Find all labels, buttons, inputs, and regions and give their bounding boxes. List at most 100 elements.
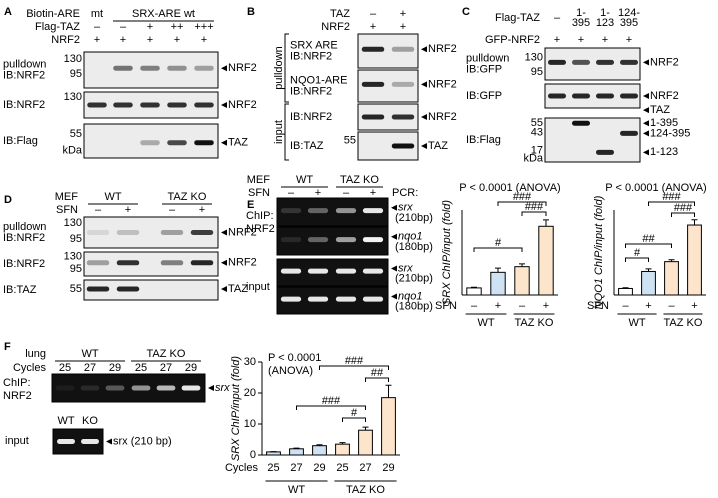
- band-label: (180bp): [395, 241, 433, 253]
- band: [280, 296, 302, 302]
- band: [620, 130, 638, 136]
- band: [335, 237, 357, 243]
- mw-label: 95: [70, 263, 82, 275]
- error-bar: [543, 219, 549, 227]
- y-tick-label: 30: [244, 356, 256, 368]
- error-bar: [316, 444, 323, 446]
- bar: [490, 271, 506, 296]
- error-bar: [668, 259, 675, 262]
- x-axis-label: SFN: [435, 300, 457, 312]
- row-name: Flag-TAZ: [495, 12, 540, 24]
- side-label: input: [5, 435, 29, 447]
- mw-label: 130: [525, 52, 543, 64]
- band: [194, 65, 214, 71]
- band: [140, 102, 160, 108]
- band-label: srx: [398, 202, 413, 214]
- band: [160, 230, 184, 235]
- lane-label: +: [400, 21, 406, 33]
- band: [194, 102, 214, 108]
- bar: [664, 261, 679, 296]
- group-label: TAZ KO: [168, 191, 207, 203]
- group-bracket: [284, 103, 289, 161]
- x-tick-label: 25: [336, 462, 348, 474]
- significance-label: #: [495, 237, 502, 249]
- band-label: srx: [398, 262, 413, 274]
- blot-label: IB:NRF2: [3, 258, 45, 270]
- band-label: NRF2: [428, 78, 457, 90]
- significance-label: ###: [513, 191, 532, 203]
- lane-label: KO: [82, 415, 98, 427]
- band: [167, 102, 187, 108]
- lane-label: 27: [160, 362, 172, 374]
- band: [55, 385, 75, 391]
- error-bar: [495, 267, 501, 273]
- bar: [381, 397, 396, 456]
- band-arrow: [643, 120, 649, 127]
- significance-bracket: [625, 257, 649, 262]
- mw-label: 55: [344, 134, 356, 146]
- significance-bracket: [319, 365, 389, 370]
- lane-label: ++: [171, 21, 184, 33]
- mw-label: kDa: [523, 152, 543, 164]
- row-name: MEF: [247, 174, 271, 186]
- side-label: input: [246, 281, 270, 293]
- band-label: NRF2: [228, 226, 257, 238]
- x-tick-label: +: [543, 300, 549, 312]
- band: [116, 260, 140, 266]
- row-name: NRF2: [51, 34, 80, 46]
- band-arrow: [106, 438, 112, 445]
- band-arrow: [391, 265, 397, 272]
- lane-label: 395: [620, 17, 638, 29]
- band-label: 1-123: [650, 146, 678, 158]
- band: [361, 81, 385, 87]
- band: [307, 268, 329, 274]
- band-label: 1-395: [650, 117, 678, 129]
- band-arrow: [391, 293, 397, 300]
- significance-label: ###: [674, 202, 693, 214]
- band-label: TAZ: [428, 140, 448, 152]
- band: [280, 237, 302, 243]
- band: [548, 93, 566, 99]
- y-tick-label: 10: [244, 418, 256, 430]
- row-name: Cycles: [13, 362, 47, 374]
- error-bar: [339, 442, 346, 445]
- band-label: NRF2: [428, 43, 457, 55]
- lane-label: +: [554, 34, 560, 46]
- band: [307, 296, 329, 302]
- x-tick-label: 27: [359, 462, 371, 474]
- band: [307, 208, 329, 214]
- lane-label: 395: [572, 17, 590, 29]
- panel-label: C: [462, 6, 470, 18]
- significance-label: ###: [525, 201, 544, 213]
- significance-bracket: [521, 211, 547, 216]
- band-label: (210bp): [395, 272, 433, 284]
- band: [596, 149, 614, 155]
- blot-label: pulldown: [3, 58, 46, 70]
- band: [335, 296, 357, 302]
- band: [391, 46, 415, 52]
- lane-label: +: [315, 187, 321, 199]
- group-label: WT: [628, 317, 645, 329]
- band-arrow: [643, 107, 649, 114]
- band-arrow: [643, 93, 649, 99]
- mw-label: 17: [531, 144, 543, 156]
- group-label: WT: [104, 191, 121, 203]
- band: [86, 230, 110, 235]
- y-axis-label: SRX ChIP/input (fold): [441, 200, 453, 305]
- significance-bracket: [497, 201, 547, 206]
- row-name: NRF2: [321, 21, 350, 33]
- y-axis-label: SRX ChIP/input (fold): [230, 356, 242, 461]
- band-label: NRF2: [650, 56, 679, 68]
- band-label: nqo1: [398, 290, 422, 302]
- band-arrow: [421, 81, 427, 88]
- lane-label: +: [626, 34, 632, 46]
- side-label: ChIP:: [3, 377, 31, 389]
- significance-label: #: [351, 407, 358, 419]
- band: [131, 385, 151, 391]
- mw-label: 95: [531, 66, 543, 78]
- chart-title: P < 0.0001 (ANOVA): [605, 182, 706, 194]
- y-axis-label: NQO1 ChIP/input (fold): [593, 195, 605, 309]
- band: [81, 439, 99, 444]
- band-label: 124-395: [650, 127, 690, 139]
